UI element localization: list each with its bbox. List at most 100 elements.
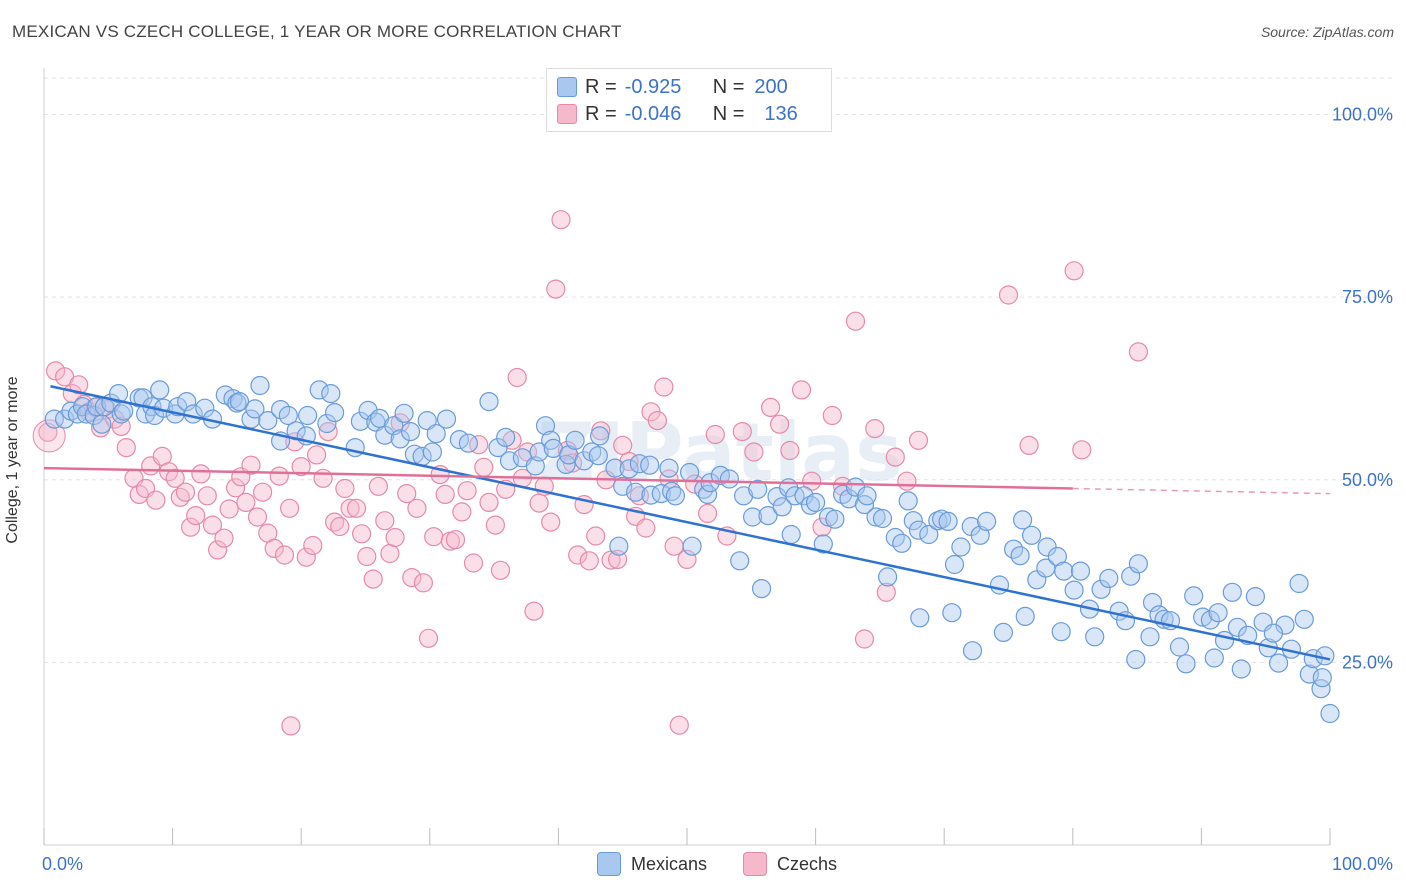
mexicans-point <box>719 469 740 489</box>
mexicans-point <box>697 484 718 504</box>
mexicans-point <box>298 405 318 426</box>
mexicans-point <box>1312 668 1332 688</box>
mexicans-point <box>1015 606 1035 627</box>
r-value: -0.925 <box>624 75 682 98</box>
mexicans-points <box>44 375 1340 724</box>
mexicans-point <box>245 399 265 419</box>
mexicans-point <box>458 433 478 453</box>
mexicans-point <box>1126 649 1146 670</box>
mexicans-point <box>903 511 923 531</box>
mexicans-point <box>898 491 918 511</box>
czechs-point <box>1019 435 1039 455</box>
mexicans-point <box>629 454 650 474</box>
czechs-point <box>586 526 606 546</box>
czechs-point <box>769 414 790 434</box>
mexicans-point <box>108 384 129 404</box>
czechs-trendline <box>43 466 1073 490</box>
legend-label-mexicans: Mexicans <box>631 853 708 874</box>
mexicans-point <box>641 485 661 505</box>
mexicans-point <box>426 424 446 444</box>
czechs-point <box>236 492 256 512</box>
mexicans-point <box>1204 648 1224 668</box>
correlation-legend: R = -0.925 N = 200 R = -0.046 N = 136 <box>546 68 832 132</box>
mexicans-point <box>309 380 329 400</box>
czechs-point <box>340 498 360 518</box>
czechs-point <box>219 499 239 519</box>
czechs-point <box>291 457 311 477</box>
mexicans-point <box>748 479 768 499</box>
x-tick-label-min: 0.0% <box>42 854 83 874</box>
czechs-trendline-extension <box>1072 487 1331 495</box>
czechs-point <box>424 527 444 547</box>
mexicans-point <box>1320 703 1340 724</box>
czechs-point <box>313 468 333 488</box>
czechs-point <box>541 512 561 532</box>
n-label: N = <box>712 75 745 98</box>
mexicans-point <box>772 497 792 517</box>
czechs-point <box>613 435 633 455</box>
mexicans-point <box>496 427 516 447</box>
czechs-point <box>490 560 511 580</box>
mexicans-point <box>1294 609 1314 629</box>
mexicans-point <box>111 404 131 424</box>
mexicans-point <box>92 414 112 434</box>
czechs-point <box>744 442 764 462</box>
mexicans-point <box>857 486 877 506</box>
czechs-point <box>281 716 301 736</box>
mexicans-point <box>758 505 778 526</box>
mexicans-point <box>805 492 826 512</box>
chart-title: MEXICAN VS CZECH COLLEGE, 1 YEAR OR MORE… <box>12 22 622 41</box>
tick-labels: 25.0% 50.0% 75.0% 100.0% 0.0% 100.0% <box>42 105 1393 874</box>
mexicans-point <box>730 551 750 571</box>
mexicans-point <box>942 603 962 623</box>
czechs-point <box>165 468 185 488</box>
mexicans-point <box>321 384 341 404</box>
czechs-point <box>226 478 246 498</box>
mexicans-point <box>1091 579 1111 599</box>
y-tick-label: 75.0% <box>1342 287 1393 307</box>
mexicans-point <box>195 398 215 418</box>
czechs-point <box>186 505 206 526</box>
mexicans-point <box>229 392 250 412</box>
czechs-point <box>402 567 422 588</box>
mexicans-point <box>529 442 549 462</box>
mexicans-point <box>390 429 410 449</box>
czechs-point <box>1128 342 1149 362</box>
mexicans-point <box>919 524 939 545</box>
mexicans-point <box>1227 617 1248 637</box>
n-value: 200 <box>754 75 788 98</box>
y-tick-label: 25.0% <box>1342 652 1393 672</box>
mexicans-point <box>1064 580 1084 600</box>
czechs-point <box>280 498 300 518</box>
czechs-point <box>479 492 499 512</box>
czechs-point <box>685 474 705 494</box>
mexicans-point <box>866 507 886 527</box>
mexicans-point <box>325 403 345 423</box>
mexicans-point <box>436 409 457 429</box>
mexicans-point <box>962 641 983 661</box>
trend-lines <box>43 385 1331 661</box>
mexicans-point <box>54 409 75 429</box>
czechs-point <box>529 493 549 513</box>
czechs-point <box>845 311 866 331</box>
mexicans-point <box>619 459 639 479</box>
mexicans-point <box>589 426 610 446</box>
mexicans-point <box>910 608 930 628</box>
mexicans-point <box>908 520 929 540</box>
czechs-point <box>418 628 439 648</box>
czechs-point <box>380 543 400 564</box>
mexicans-point <box>609 536 629 556</box>
mexicans-point <box>400 422 421 442</box>
mexicans-swatch <box>557 77 577 97</box>
czechs-point <box>208 540 228 560</box>
axes <box>43 68 1331 846</box>
czechs-point <box>368 476 388 496</box>
mexicans-legend-swatch <box>597 852 621 876</box>
mexicans-point <box>417 411 437 431</box>
mexicans-point <box>394 403 414 423</box>
mexicans-point <box>813 534 833 554</box>
czechs-point <box>732 422 752 442</box>
n-label: N = <box>712 102 745 125</box>
y-tick-label: 50.0% <box>1342 470 1393 490</box>
mexicans-point <box>1099 568 1119 589</box>
